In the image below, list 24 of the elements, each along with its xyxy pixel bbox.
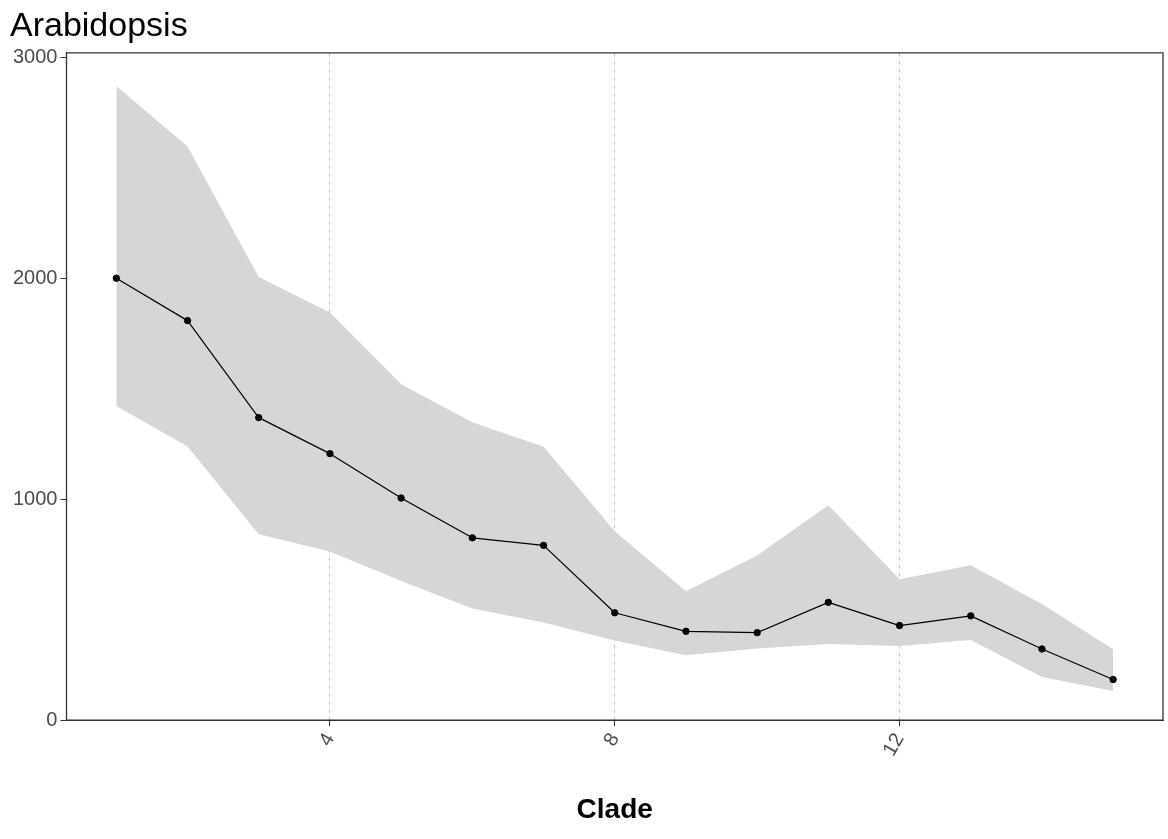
point [1038, 645, 1046, 653]
y-tick-label: 2000 [12, 265, 58, 288]
y-tick-label: 1000 [12, 486, 58, 509]
point [682, 627, 690, 635]
point [539, 541, 548, 550]
x-tick-label: 8 [598, 728, 623, 750]
point [1109, 675, 1117, 684]
point [255, 413, 263, 422]
x-tick-label: 4 [313, 728, 339, 750]
chart-title: Arabidopsis [10, 4, 188, 43]
point [183, 316, 192, 325]
point [611, 609, 619, 617]
point [468, 534, 477, 542]
y-tick-label: 3000 [12, 44, 58, 67]
point [967, 612, 975, 620]
point [326, 449, 334, 458]
point [895, 621, 904, 630]
point [112, 274, 121, 282]
point [753, 628, 761, 637]
x-axis-title: Clade [576, 792, 653, 824]
y-tick-label: 0 [46, 707, 58, 730]
point [397, 494, 405, 502]
x-tick-label: 12 [877, 728, 908, 760]
point [824, 598, 833, 607]
